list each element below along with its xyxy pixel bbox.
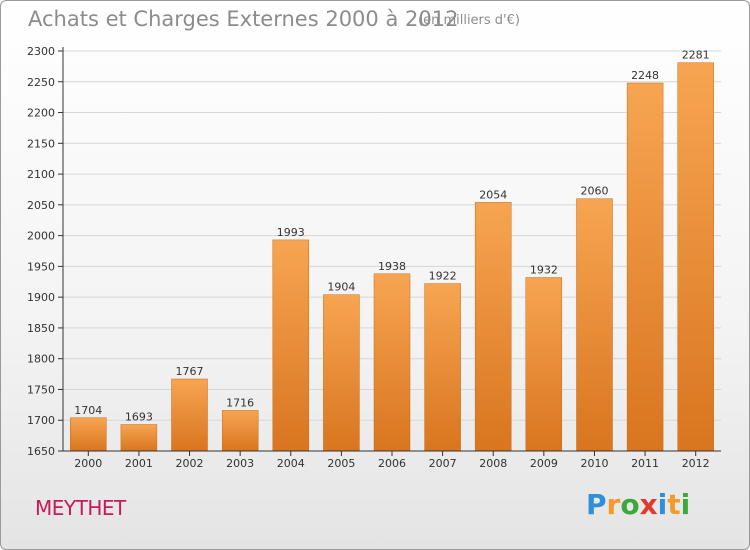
x-tick-label: 2009: [530, 457, 558, 470]
value-label: 2054: [479, 188, 507, 201]
y-tick-label: 2000: [27, 230, 55, 243]
bar-2007: [424, 283, 461, 452]
logo-letter: x: [639, 488, 658, 521]
value-label: 1938: [378, 260, 406, 273]
x-tick-label: 2003: [226, 457, 254, 470]
x-tick-label: 2012: [682, 457, 710, 470]
y-tick-label: 1750: [27, 383, 55, 396]
x-tick-label: 2001: [125, 457, 153, 470]
value-label: 1922: [429, 270, 457, 283]
y-tick-label: 2100: [27, 168, 55, 181]
y-tick-label: 2250: [27, 76, 55, 89]
proxiti-logo: Proxiti: [586, 488, 690, 521]
logo-letter: i: [680, 488, 691, 521]
value-label: 1932: [530, 263, 558, 276]
chart-title: Achats et Charges Externes 2000 à 2012: [28, 7, 459, 31]
bar-2005: [323, 294, 360, 452]
y-tick-label: 1650: [27, 445, 55, 458]
logo-letter: o: [620, 488, 640, 521]
value-label: 1993: [277, 226, 305, 239]
x-tick-label: 2004: [277, 457, 305, 470]
value-label: 2248: [631, 69, 659, 82]
bar-2009: [525, 277, 563, 452]
value-label: 1716: [226, 396, 254, 409]
bar-2008: [474, 202, 512, 452]
chart-unit: (en milliers d'€): [418, 13, 520, 28]
x-tick-label: 2006: [378, 457, 406, 470]
y-tick-label: 1800: [27, 353, 55, 366]
bar-2010: [576, 198, 613, 452]
x-tick-label: 2002: [176, 457, 204, 470]
y-tick-label: 1700: [27, 414, 55, 427]
bar-2003: [221, 410, 259, 452]
y-tick-label: 2300: [27, 45, 55, 58]
y-tick-label: 2050: [27, 199, 55, 212]
bar-2012: [677, 62, 714, 452]
y-tick-label: 1950: [27, 260, 55, 273]
logo-letter: t: [667, 488, 681, 521]
x-tick-label: 2011: [631, 457, 659, 470]
x-tick-label: 2000: [74, 457, 102, 470]
x-tick-label: 2008: [479, 457, 507, 470]
x-tick-label: 2010: [580, 457, 608, 470]
value-label: 1693: [125, 411, 153, 424]
y-tick-label: 2150: [27, 137, 55, 150]
y-tick-label: 2200: [27, 107, 55, 120]
bar-2002: [171, 378, 208, 452]
logo-letter: i: [657, 488, 668, 521]
logo-letter: P: [586, 488, 607, 521]
value-label: 2060: [580, 185, 608, 198]
x-tick-label: 2005: [327, 457, 355, 470]
bar-2006: [373, 273, 411, 452]
bar-2001: [120, 424, 158, 452]
y-tick-label: 1850: [27, 322, 55, 335]
x-tick-label: 2007: [429, 457, 457, 470]
value-label: 1767: [176, 365, 204, 378]
commune-name: MEYTHET: [35, 496, 126, 520]
value-label: 1904: [327, 281, 355, 294]
value-label: 1704: [74, 404, 102, 417]
bar-2011: [626, 82, 664, 452]
logo-letter: r: [606, 488, 621, 521]
bar-2000: [70, 417, 107, 452]
bar-2004: [272, 239, 310, 452]
y-tick-label: 1900: [27, 291, 55, 304]
value-label: 2281: [682, 49, 710, 62]
